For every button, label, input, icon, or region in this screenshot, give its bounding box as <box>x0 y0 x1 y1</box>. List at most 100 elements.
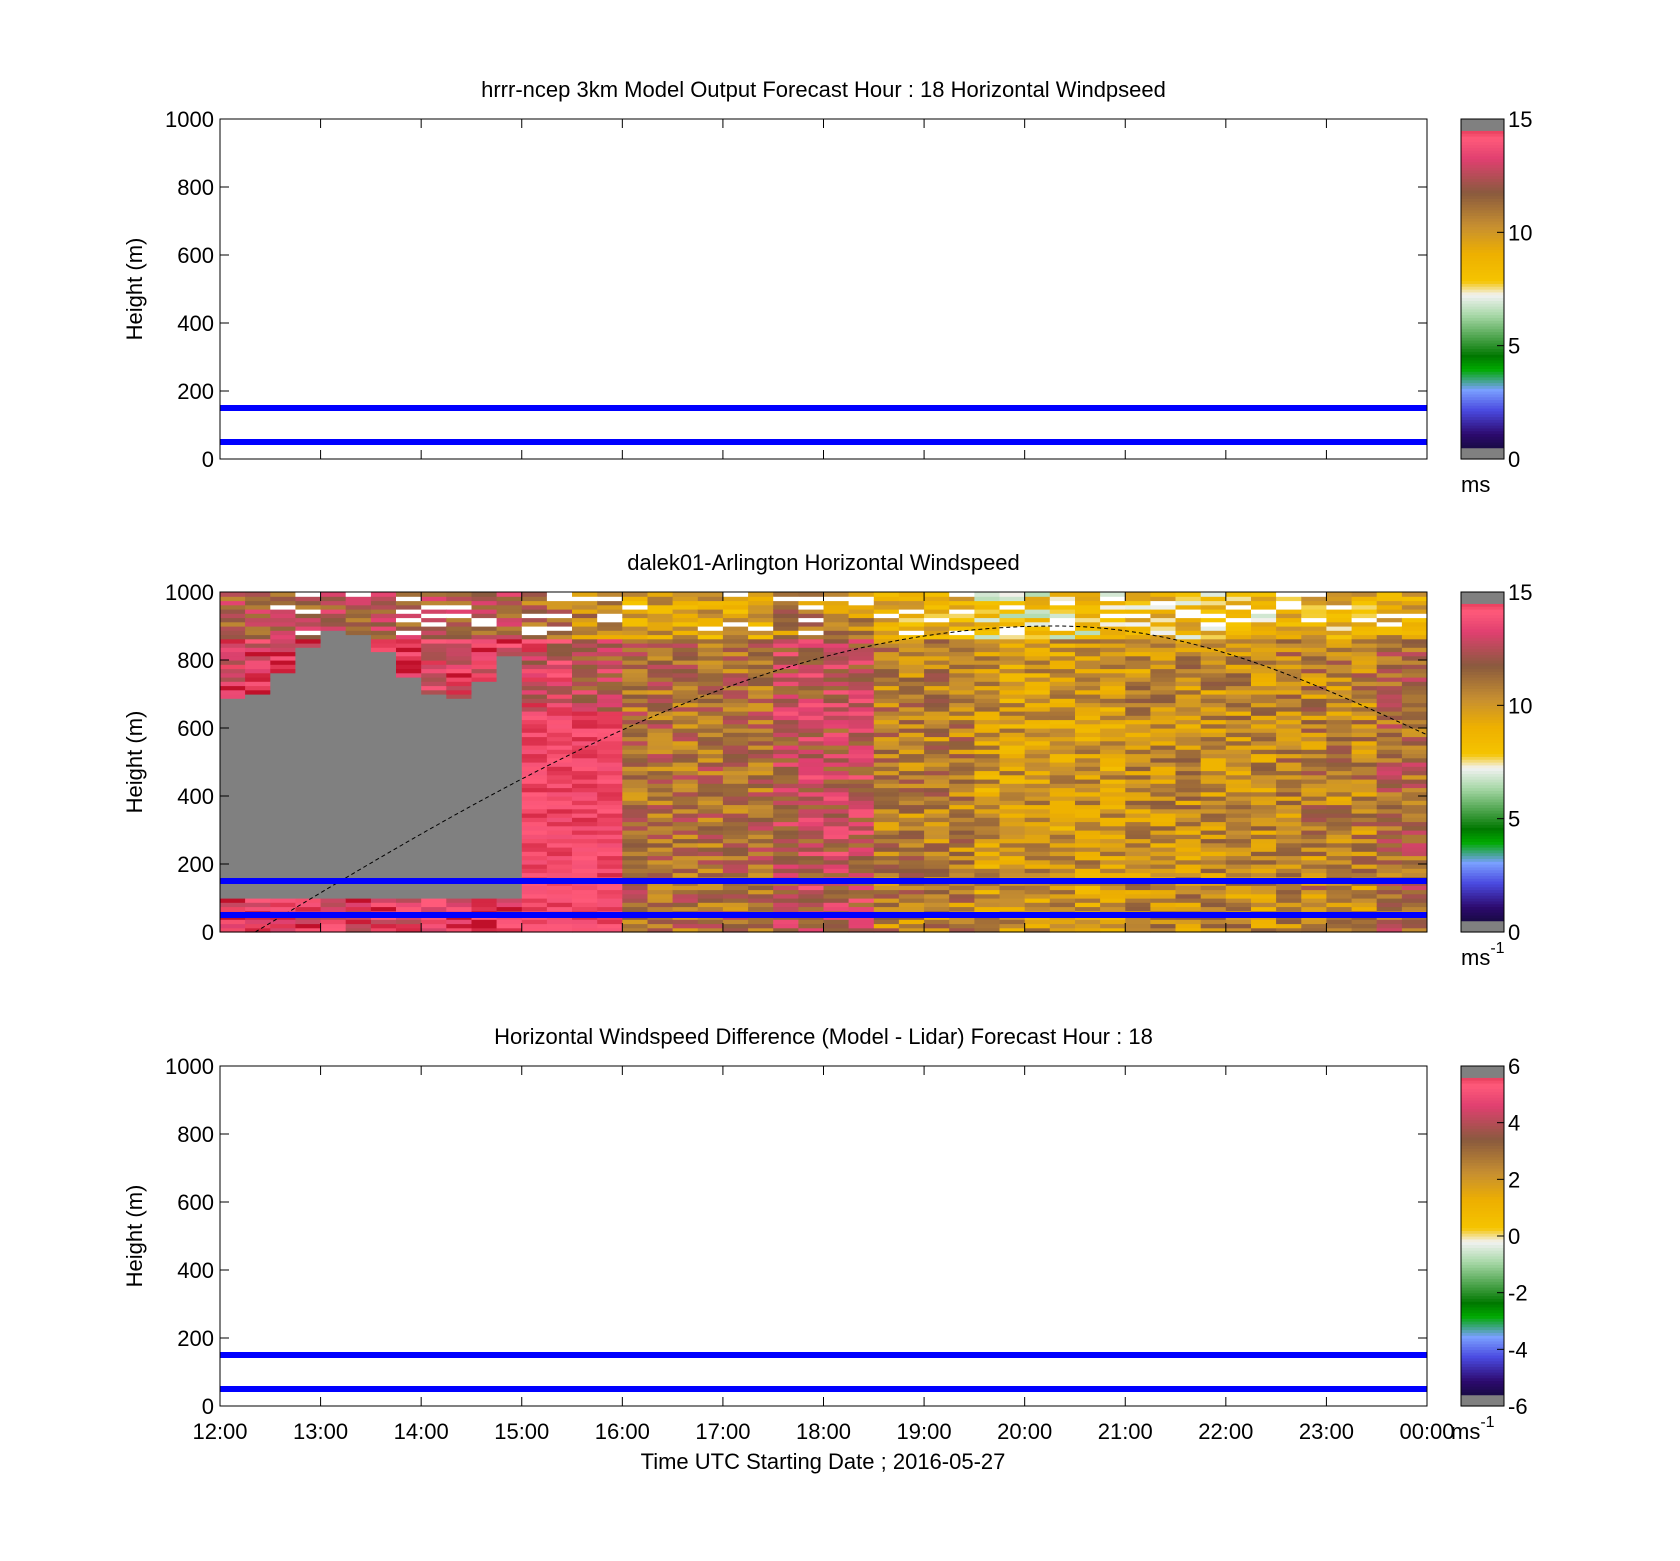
heatmap-cell <box>597 723 623 729</box>
heatmap-cell <box>270 821 296 827</box>
heatmap-cell <box>898 664 925 670</box>
heatmap-cell <box>521 719 548 725</box>
heatmap-cell <box>647 859 674 865</box>
heatmap-cell <box>949 613 975 619</box>
heatmap-cell <box>949 885 975 891</box>
heatmap-cell <box>798 893 824 899</box>
heatmap-cell <box>446 906 472 912</box>
heatmap-cell <box>245 830 271 835</box>
heatmap-cell <box>1251 698 1277 704</box>
heatmap-cell <box>270 630 296 636</box>
heatmap-cell <box>320 859 347 865</box>
heatmap-cell <box>220 677 246 682</box>
heatmap-cell <box>748 677 774 682</box>
heatmap-cell <box>572 923 598 929</box>
colorbar-segment <box>1461 172 1504 177</box>
heatmap-cell <box>697 855 724 861</box>
heatmap-cell <box>1100 672 1126 678</box>
heatmap-cell <box>496 770 523 776</box>
heatmap-cell <box>798 626 824 631</box>
heatmap-cell <box>220 694 246 699</box>
heatmap-cell <box>1024 655 1051 661</box>
heatmap-cell <box>999 923 1026 929</box>
heatmap-cell <box>1301 740 1327 746</box>
heatmap-cell <box>396 604 422 610</box>
heatmap-cell <box>597 749 623 755</box>
heatmap-cell <box>748 821 774 827</box>
heatmap-cell <box>748 804 774 810</box>
heatmap-cell <box>345 736 372 742</box>
heatmap-cell <box>1100 923 1126 929</box>
colorbar-segment <box>1461 252 1504 256</box>
heatmap-cell <box>1251 898 1277 903</box>
colorbar-segment <box>1461 1261 1504 1265</box>
heatmap-cell <box>1225 762 1252 767</box>
heatmap-cell <box>421 834 447 840</box>
heatmap-cell <box>396 592 422 597</box>
heatmap-cell <box>1351 893 1378 899</box>
heatmap-cell <box>1351 689 1378 695</box>
heatmap-cell <box>873 779 900 784</box>
heatmap-cell <box>898 643 925 648</box>
heatmap-cell <box>647 630 674 636</box>
heatmap-cell <box>597 872 623 878</box>
heatmap-cell <box>1376 706 1403 712</box>
heatmap-cell <box>722 638 749 644</box>
heatmap-cell <box>521 621 548 627</box>
heatmap-cell <box>1125 655 1151 661</box>
heatmap-cell <box>1351 889 1378 895</box>
heatmap-cell <box>1175 685 1202 691</box>
heatmap-cell <box>245 898 271 903</box>
heatmap-cell <box>949 817 975 823</box>
heatmap-cell <box>270 596 296 602</box>
heatmap-cell <box>1100 609 1126 614</box>
heatmap-cell <box>748 609 774 614</box>
heatmap-cell <box>722 694 749 699</box>
heatmap-cell <box>1276 698 1302 704</box>
heatmap-cell <box>672 745 699 750</box>
heatmap-cell <box>1200 638 1227 644</box>
heatmap-cell <box>722 613 749 619</box>
heatmap-cell <box>748 923 774 929</box>
heatmap-cell <box>1276 757 1302 763</box>
heatmap-cell <box>1024 634 1051 640</box>
heatmap-cell <box>697 821 724 827</box>
heatmap-cell <box>1301 851 1327 857</box>
heatmap-cell <box>823 864 850 869</box>
heatmap-cell <box>1175 655 1202 661</box>
heatmap-cell <box>572 643 598 648</box>
heatmap-cell <box>1200 736 1227 742</box>
heatmap-cell <box>647 634 674 640</box>
heatmap-cell <box>1351 808 1378 814</box>
heatmap-cell <box>848 774 875 780</box>
heatmap-cell <box>873 749 900 755</box>
heatmap-cell <box>672 855 699 861</box>
colorbar-segment <box>1461 127 1504 131</box>
heatmap-cell <box>1075 698 1101 704</box>
heatmap-cell <box>295 902 321 908</box>
heatmap-cell <box>1251 621 1277 627</box>
heatmap-cell <box>572 800 598 806</box>
heatmap-cell <box>672 664 699 670</box>
heatmap-cell <box>873 715 900 721</box>
heatmap-cell <box>622 647 648 653</box>
heatmap-cell <box>270 923 296 929</box>
heatmap-cell <box>245 711 271 716</box>
heatmap-cell <box>220 736 246 742</box>
heatmap-cell <box>748 715 774 721</box>
heatmap-cell <box>1376 766 1403 772</box>
heatmap-cell <box>496 698 523 704</box>
heatmap-cell <box>1075 787 1101 793</box>
colorbar-segment <box>1461 1360 1504 1365</box>
heatmap-cell <box>1376 851 1403 857</box>
heatmap-cell <box>999 834 1026 840</box>
heatmap-cell <box>546 685 573 691</box>
heatmap-cell <box>873 766 900 772</box>
heatmap-cell <box>345 664 372 670</box>
heatmap-cell <box>722 609 749 614</box>
heatmap-cell <box>1301 774 1327 780</box>
heatmap-cell <box>370 728 397 733</box>
heatmap-cell <box>647 719 674 725</box>
